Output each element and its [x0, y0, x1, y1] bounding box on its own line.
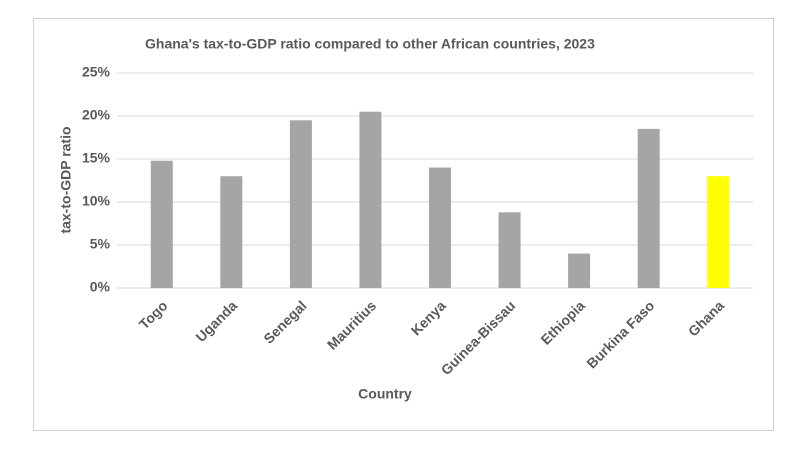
bar — [150, 160, 173, 288]
y-tick-label: 20% — [82, 107, 111, 123]
chart-frame — [33, 18, 774, 431]
bar — [568, 253, 591, 288]
y-tick-label: 5% — [90, 236, 111, 252]
x-axis-title: Country — [358, 386, 412, 402]
bar — [637, 128, 660, 288]
bar — [707, 176, 730, 288]
y-tick-label: 25% — [82, 64, 111, 80]
y-tick-label: 0% — [90, 279, 111, 295]
bar — [289, 120, 312, 288]
bar — [359, 111, 382, 288]
y-axis-title: tax-to-GDP ratio — [58, 126, 74, 233]
y-tick-label: 10% — [82, 193, 111, 209]
bar — [220, 176, 243, 288]
bar — [429, 167, 451, 288]
y-tick-label: 15% — [82, 150, 111, 166]
chart-title: Ghana's tax-to-GDP ratio compared to oth… — [145, 36, 595, 52]
bar — [498, 212, 521, 288]
